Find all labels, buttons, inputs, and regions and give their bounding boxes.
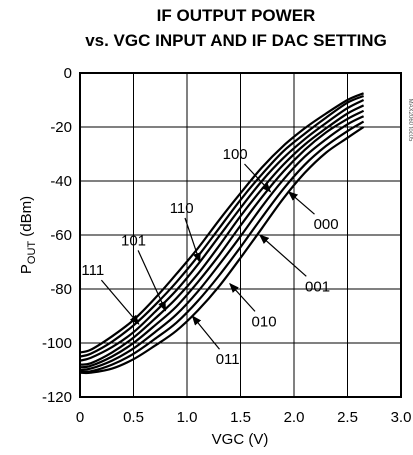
y-tick-label: -60: [50, 227, 72, 244]
curve-label-arrow-000: [287, 191, 315, 215]
y-tick-label: -80: [50, 281, 72, 298]
chart-title-line1: IF OUTPUT POWER: [157, 6, 316, 25]
curve-label-100: 100: [223, 146, 248, 163]
curve-label-101: 101: [121, 232, 146, 249]
y-axis-label-main: P: [18, 264, 35, 274]
chart-title-line2: vs. VGC INPUT AND IF DAC SETTING: [85, 31, 387, 50]
series-line-110: [80, 94, 365, 358]
x-tick-label: 2.0: [284, 409, 305, 426]
series-line-001: [80, 120, 365, 373]
series-line-101: [80, 99, 365, 362]
curve-label-arrow-100: [244, 163, 272, 193]
x-tick-label: 1.0: [177, 409, 198, 426]
y-axis-label-sub: OUT: [26, 241, 38, 265]
curve-label-001: 001: [305, 278, 330, 295]
x-axis-label: VGC (V): [212, 431, 269, 448]
x-tick-label: 3.0: [391, 409, 412, 426]
series-line-111: [80, 92, 365, 354]
series-line-010: [80, 115, 365, 372]
curve-label-010: 010: [252, 313, 277, 330]
y-tick-label: -120: [42, 389, 72, 406]
curve-labels: 100 000 110 001 101 010 111 011: [81, 146, 338, 368]
x-tick-label: 0: [76, 409, 84, 426]
x-tick-label: 1.5: [230, 409, 251, 426]
series-line-011: [80, 109, 365, 369]
y-tick-label: -40: [50, 173, 72, 190]
grid: [80, 73, 401, 397]
curve-label-arrow-110: [184, 217, 201, 263]
y-axis-ticks: 0 -20 -40 -60 -80 -100 -120: [42, 65, 72, 406]
series-line-000: [80, 126, 365, 375]
curve-label-111: 111: [81, 262, 104, 279]
plot-frame: [79, 72, 402, 398]
x-tick-label: 2.5: [337, 409, 358, 426]
curve-label-arrow-101: [137, 250, 167, 312]
x-axis-ticks: 0 0.5 1.0 1.5 2.0 2.5 3.0: [76, 409, 412, 426]
curve-label-arrow-010: [229, 282, 256, 312]
y-axis-label: POUT (dBm): [18, 196, 38, 274]
curve-label-arrow-011: [191, 315, 220, 350]
y-tick-label: -100: [42, 335, 72, 352]
x-tick-label: 0.5: [123, 409, 144, 426]
curve-label-000: 000: [314, 216, 339, 233]
y-tick-label: 0: [64, 65, 72, 82]
series-group: [80, 92, 365, 375]
curve-label-110: 110: [170, 200, 194, 217]
y-axis-label-unit: (dBm): [18, 196, 35, 241]
y-tick-label: -20: [50, 119, 72, 136]
watermark-text: MAX2060 toc05: [407, 99, 413, 142]
curve-label-arrow-001: [259, 234, 307, 277]
curve-label-arrow-111: [100, 279, 140, 325]
curve-label-011: 011: [216, 351, 240, 368]
series-line-100: [80, 104, 365, 366]
